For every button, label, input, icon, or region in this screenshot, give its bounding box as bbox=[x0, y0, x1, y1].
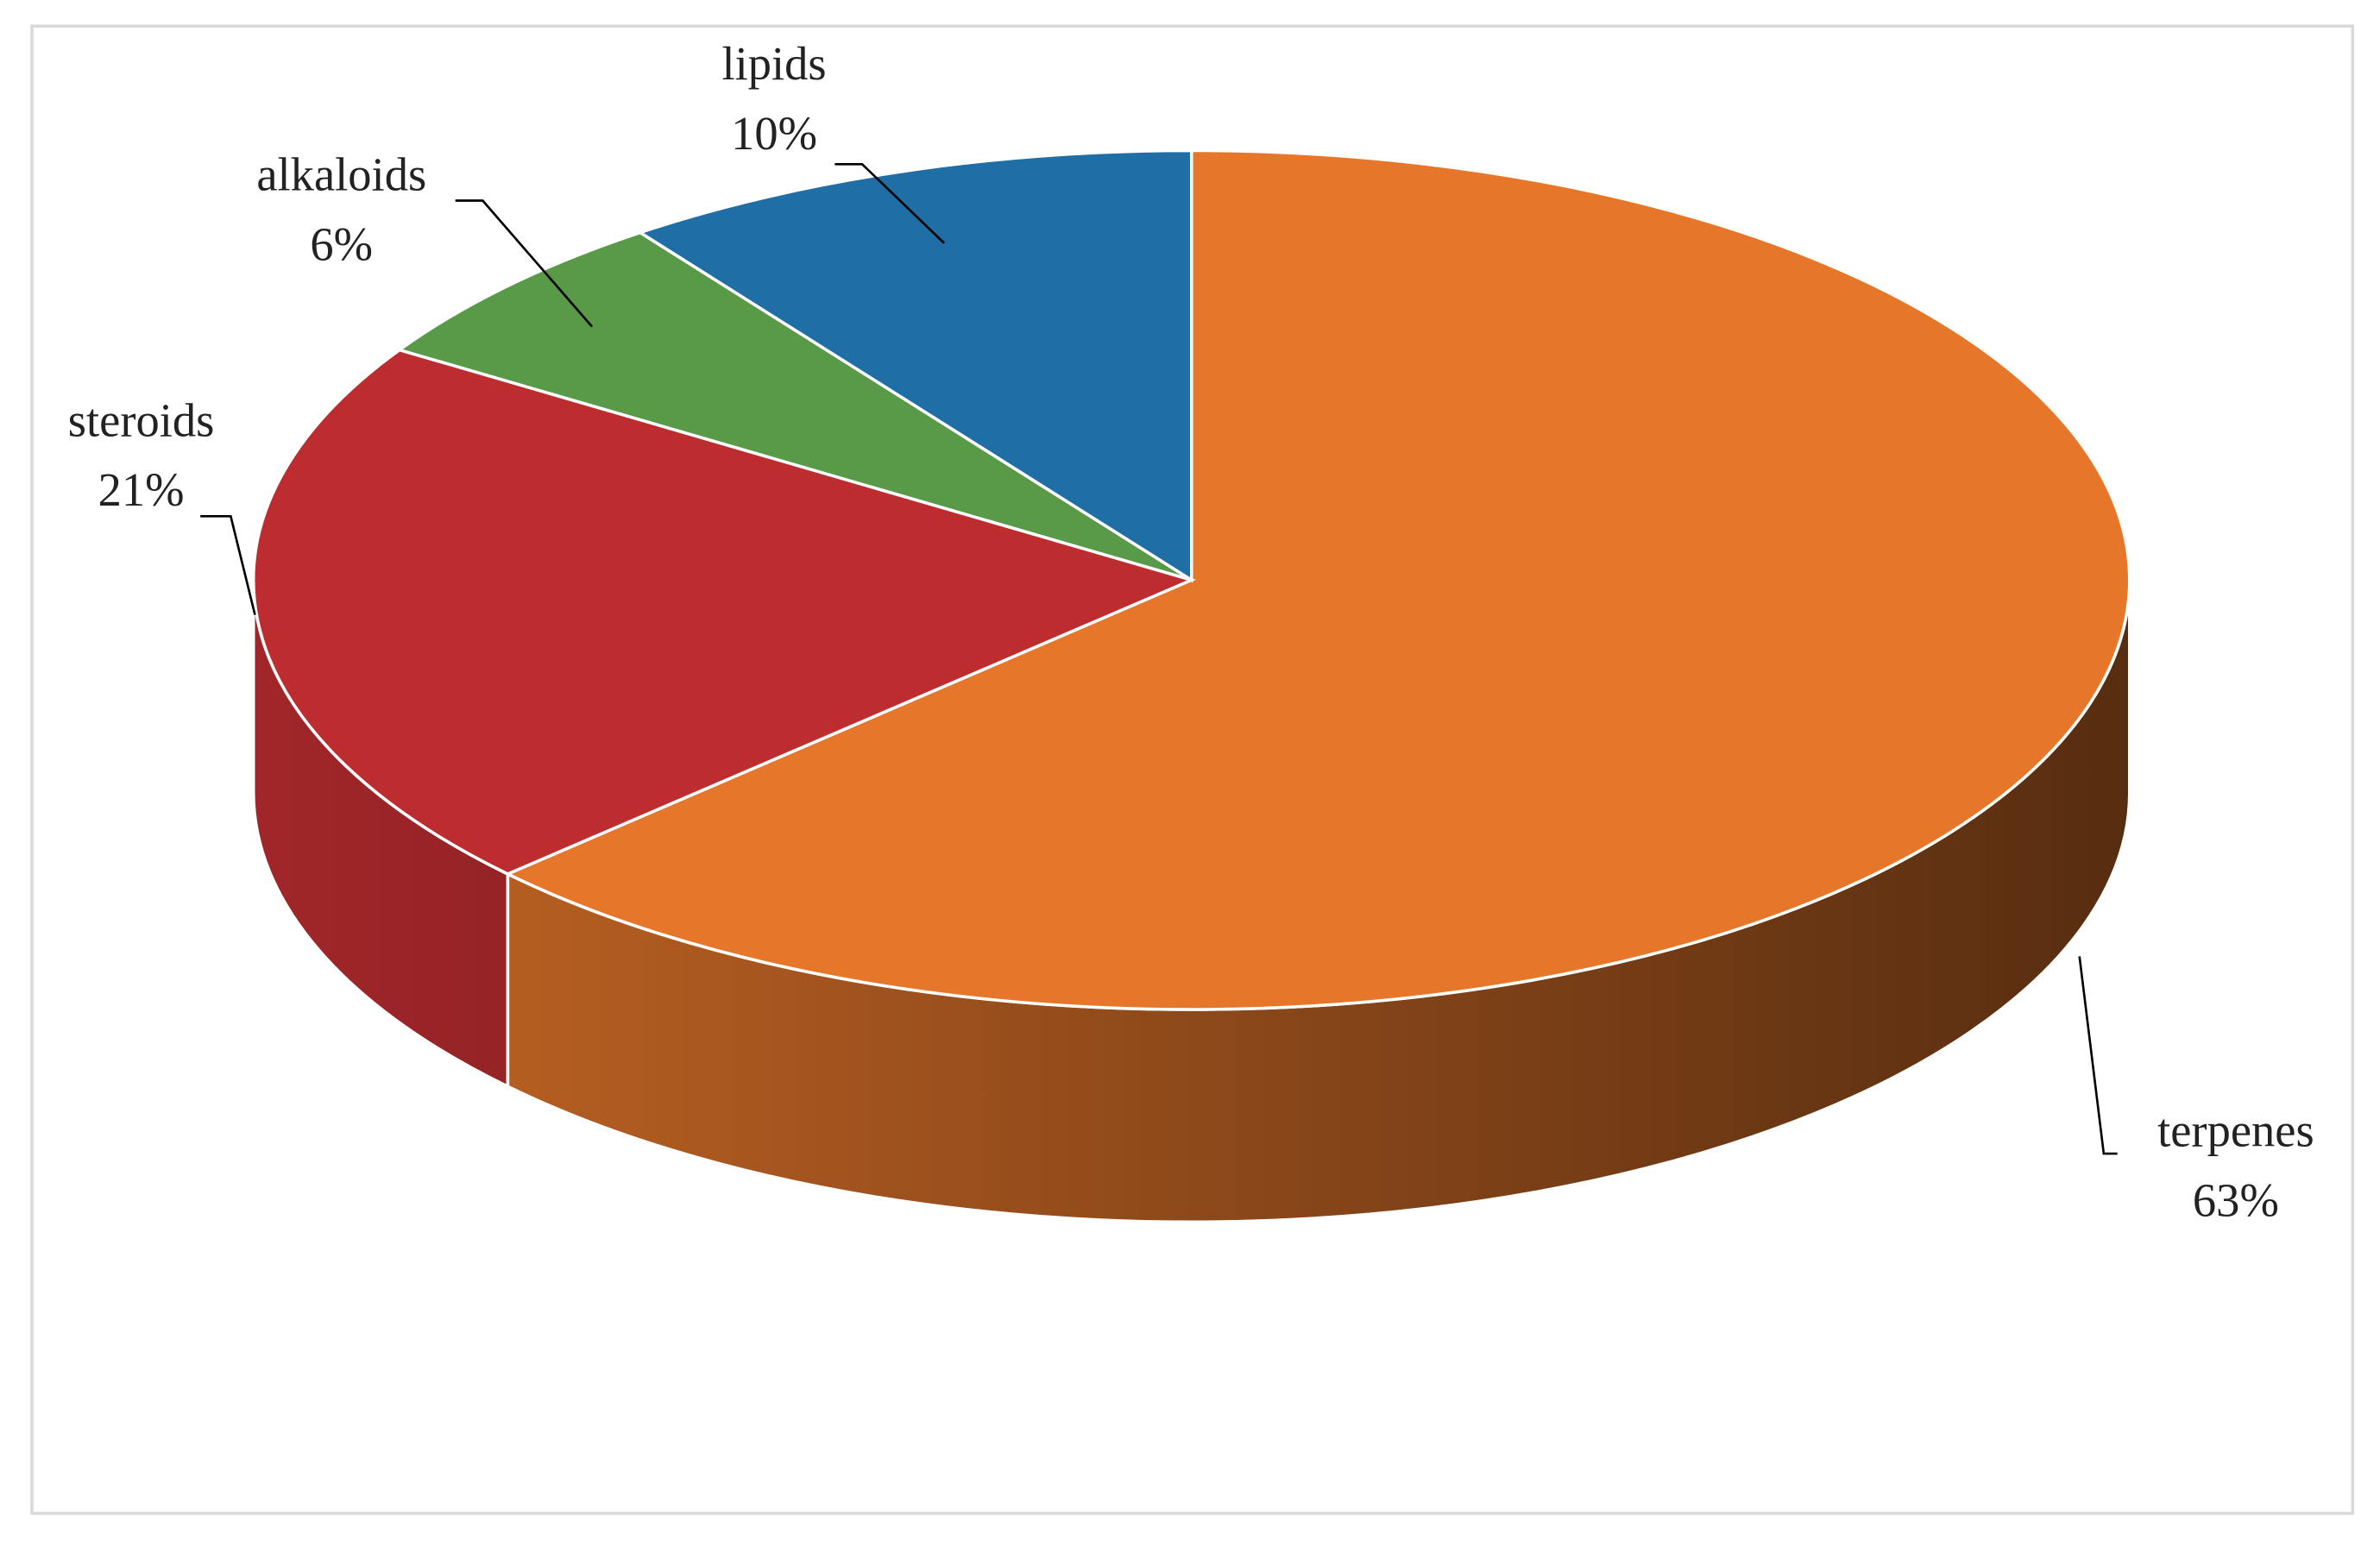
slice bbox=[252, 348, 1196, 876]
slice bbox=[396, 230, 1193, 582]
leader-line bbox=[2078, 956, 2118, 1155]
data-label-value: 63% bbox=[2193, 1173, 2279, 1226]
slice bbox=[504, 148, 2131, 1011]
data-label-value: 21% bbox=[98, 463, 185, 516]
data-label-name: terpenes bbox=[2157, 1104, 2314, 1157]
chart-border bbox=[30, 24, 2355, 1515]
data-label-name: alkaloids bbox=[256, 148, 426, 200]
data-label-value: 6% bbox=[310, 217, 373, 270]
leader-line bbox=[200, 515, 256, 616]
leader-line bbox=[834, 162, 945, 244]
slice bbox=[636, 148, 1193, 583]
data-label-name: lipids bbox=[721, 37, 826, 90]
leader-line bbox=[455, 199, 593, 328]
data-label-value: 10% bbox=[731, 107, 817, 160]
data-label-name: steroids bbox=[68, 393, 215, 446]
